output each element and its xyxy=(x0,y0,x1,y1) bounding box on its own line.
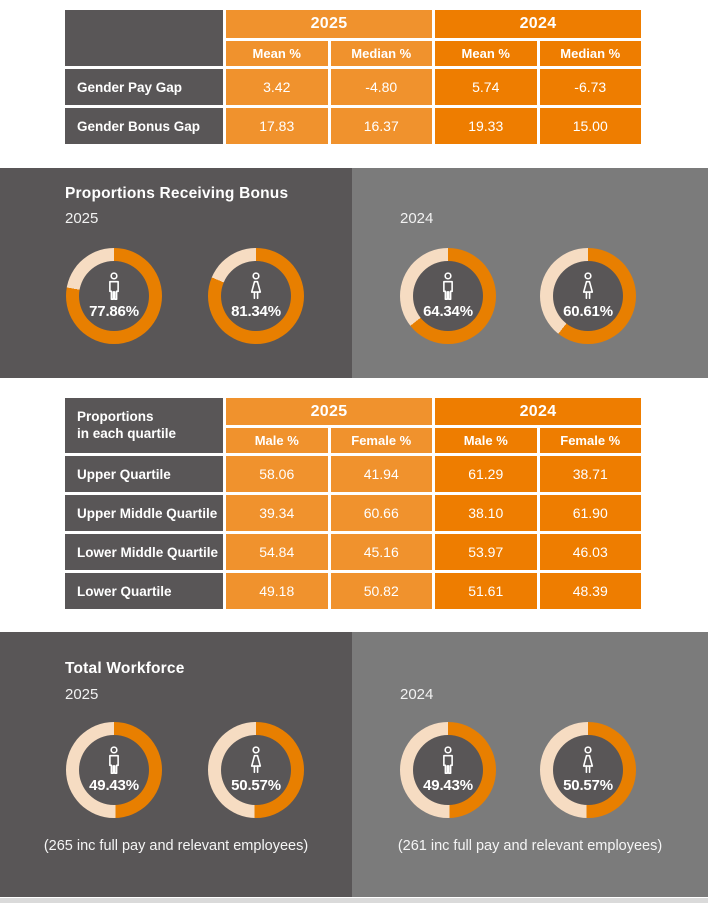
row-label-gender-pay-gap: Gender Pay Gap xyxy=(65,69,223,105)
year-label-2025: 2025 xyxy=(65,210,99,227)
male-icon xyxy=(443,746,453,774)
table-cell: 41.94 xyxy=(330,456,432,492)
quartile-table-year-2024: 2024 xyxy=(435,398,641,425)
table-cell: 3.42 xyxy=(226,69,328,105)
workforce-panel-2025: Total Workforce 2025 49.43% xyxy=(0,632,352,897)
row-label-lower-middle-quartile: Lower Middle Quartile xyxy=(65,534,223,570)
corner-label-line1: Proportions xyxy=(77,409,154,425)
row-label-upper-quartile: Upper Quartile xyxy=(65,456,223,492)
donut-percentage: 50.57% xyxy=(563,777,613,794)
female-icon xyxy=(250,272,262,300)
donut-center: 81.34% xyxy=(221,261,291,331)
quartile-table-corner-cell: Proportions in each quartile xyxy=(65,398,223,453)
male-icon xyxy=(109,746,119,774)
year-label-2025: 2025 xyxy=(65,686,99,703)
donut-percentage: 50.57% xyxy=(231,777,281,794)
donut-chart-bonus-2025-male: 77.86% xyxy=(66,248,162,344)
table-cell: -6.73 xyxy=(539,69,641,105)
workforce-caption-2024: (261 inc full pay and relevant employees… xyxy=(397,838,663,854)
workforce-caption-2025: (265 inc full pay and relevant employees… xyxy=(43,838,309,854)
table-cell: 50.82 xyxy=(330,573,432,609)
corner-label-line2: in each quartile xyxy=(77,425,177,441)
row-label-upper-middle-quartile: Upper Middle Quartile xyxy=(65,495,223,531)
donut-chart-workforce-2025-male: 49.43% xyxy=(66,722,162,818)
quartile-subheader-male-2025: Male % xyxy=(226,428,328,453)
pay-table-year-2025: 2025 xyxy=(226,10,432,38)
female-icon xyxy=(582,272,594,300)
pay-table-subheader-median-2024: Median % xyxy=(539,41,641,66)
donut-chart-workforce-2025-female: 50.57% xyxy=(208,722,304,818)
male-icon xyxy=(109,272,119,300)
table-cell: 58.06 xyxy=(226,456,328,492)
donut-chart-bonus-2025-female: 81.34% xyxy=(208,248,304,344)
bonus-section: Proportions Receiving Bonus 2025 77.86% xyxy=(0,168,708,378)
table-cell: 45.16 xyxy=(330,534,432,570)
donut-row: 49.43% 50.57% xyxy=(400,722,636,818)
pay-table-corner-cell xyxy=(65,10,223,66)
quartile-table-year-2025: 2025 xyxy=(226,398,432,425)
page-bottom-strip xyxy=(0,898,708,903)
section-title: Total Workforce xyxy=(65,660,185,677)
donut-chart-bonus-2024-male: 64.34% xyxy=(400,248,496,344)
table-cell: 38.10 xyxy=(435,495,537,531)
donut-center: 49.43% xyxy=(79,735,149,805)
table-cell: 60.66 xyxy=(330,495,432,531)
section-title: Proportions Receiving Bonus xyxy=(65,185,289,202)
quartile-subheader-male-2024: Male % xyxy=(435,428,537,453)
quartile-table: Proportions in each quartile 2025 2024 M… xyxy=(65,398,641,609)
table-cell: -4.80 xyxy=(330,69,432,105)
donut-row: 77.86% 81.34% xyxy=(66,248,304,344)
pay-table-subheader-median-2025: Median % xyxy=(330,41,432,66)
table-cell: 51.61 xyxy=(435,573,537,609)
table-cell: 53.97 xyxy=(435,534,537,570)
table-cell: 54.84 xyxy=(226,534,328,570)
donut-percentage: 64.34% xyxy=(423,303,473,320)
donut-row: 49.43% 50.57% xyxy=(66,722,304,818)
donut-chart-workforce-2024-female: 50.57% xyxy=(540,722,636,818)
bonus-panel-2024: 2024 64.34% 60.6 xyxy=(352,168,708,378)
donut-percentage: 77.86% xyxy=(89,303,139,320)
workforce-panel-2024: 2024 49.43% 50.5 xyxy=(352,632,708,897)
quartile-subheader-female-2024: Female % xyxy=(539,428,641,453)
pay-table-year-2024: 2024 xyxy=(435,10,641,38)
donut-center: 50.57% xyxy=(221,735,291,805)
table-cell: 15.00 xyxy=(539,108,641,144)
bonus-panel-2025: Proportions Receiving Bonus 2025 77.86% xyxy=(0,168,352,378)
donut-center: 64.34% xyxy=(413,261,483,331)
table-cell: 5.74 xyxy=(435,69,537,105)
donut-center: 60.61% xyxy=(553,261,623,331)
year-label-2024: 2024 xyxy=(400,686,434,703)
table-cell: 39.34 xyxy=(226,495,328,531)
table-cell: 61.90 xyxy=(539,495,641,531)
donut-center: 50.57% xyxy=(553,735,623,805)
donut-chart-workforce-2024-male: 49.43% xyxy=(400,722,496,818)
row-label-lower-quartile: Lower Quartile xyxy=(65,573,223,609)
quartile-subheader-female-2025: Female % xyxy=(330,428,432,453)
table-cell: 17.83 xyxy=(226,108,328,144)
pay-gap-table: 2025 2024 Mean % Median % Mean % Median … xyxy=(65,10,641,144)
table-cell: 49.18 xyxy=(226,573,328,609)
donut-row: 64.34% 60.61% xyxy=(400,248,636,344)
table-cell: 19.33 xyxy=(435,108,537,144)
workforce-section: Total Workforce 2025 49.43% xyxy=(0,632,708,897)
donut-percentage: 60.61% xyxy=(563,303,613,320)
pay-table-subheader-mean-2024: Mean % xyxy=(435,41,537,66)
table-cell: 16.37 xyxy=(330,108,432,144)
table-cell: 48.39 xyxy=(539,573,641,609)
table-cell: 38.71 xyxy=(539,456,641,492)
donut-percentage: 49.43% xyxy=(423,777,473,794)
female-icon xyxy=(582,746,594,774)
donut-center: 49.43% xyxy=(413,735,483,805)
row-label-gender-bonus-gap: Gender Bonus Gap xyxy=(65,108,223,144)
year-label-2024: 2024 xyxy=(400,210,434,227)
pay-table-subheader-mean-2025: Mean % xyxy=(226,41,328,66)
donut-percentage: 81.34% xyxy=(231,303,281,320)
table-cell: 61.29 xyxy=(435,456,537,492)
table-cell: 46.03 xyxy=(539,534,641,570)
donut-percentage: 49.43% xyxy=(89,777,139,794)
donut-center: 77.86% xyxy=(79,261,149,331)
female-icon xyxy=(250,746,262,774)
donut-chart-bonus-2024-female: 60.61% xyxy=(540,248,636,344)
male-icon xyxy=(443,272,453,300)
